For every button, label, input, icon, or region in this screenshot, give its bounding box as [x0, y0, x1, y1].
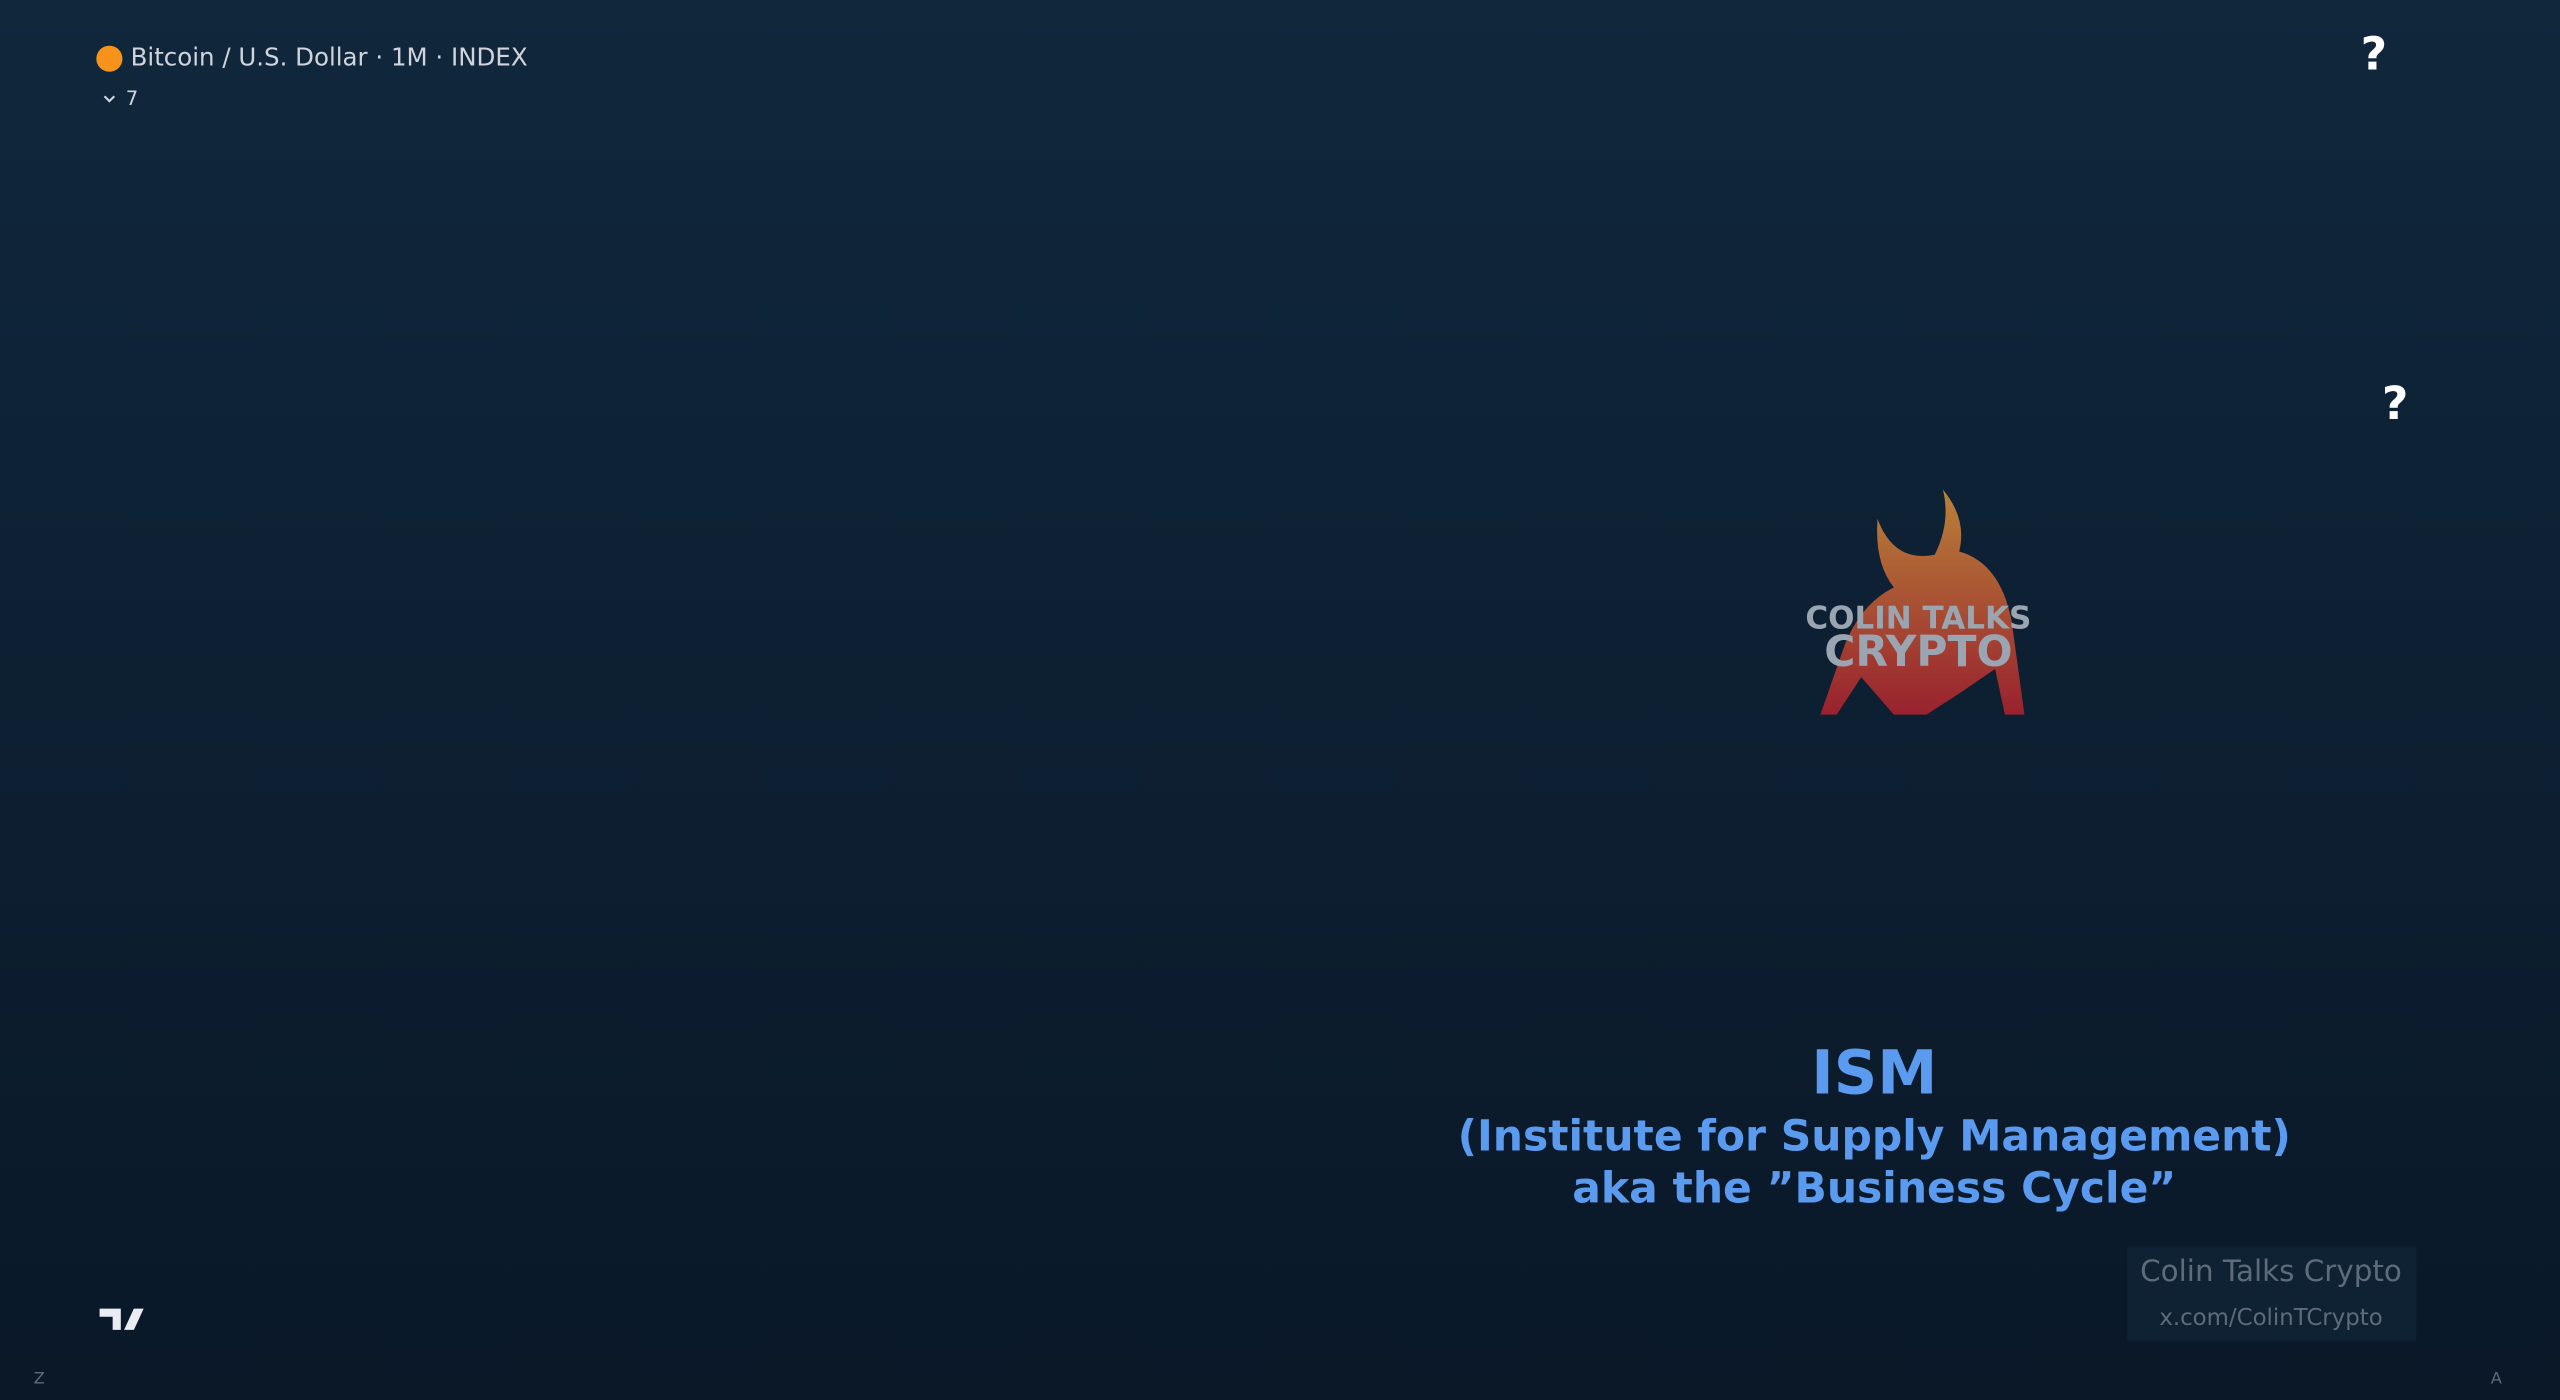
- watermark-logo: COLIN TALKS CRYPTO: [1805, 489, 2031, 715]
- question-mark: ?: [2382, 377, 2409, 430]
- btc-icon: [96, 45, 123, 72]
- logo-text: COLIN TALKS: [1805, 601, 2031, 637]
- watermark-box: [2127, 1246, 2417, 1342]
- tv-logo: [99, 1308, 144, 1330]
- watermark-name: Colin Talks Crypto: [2140, 1254, 2402, 1288]
- logo-text: CRYPTO: [1824, 628, 2012, 677]
- ism-title: ISM: [1811, 1039, 1937, 1109]
- question-mark: ?: [2361, 28, 2388, 81]
- watermark-handle: x.com/ColinTCrypto: [2159, 1305, 2382, 1331]
- ism-subtitle: (Institute for Supply Management): [1458, 1112, 2291, 1161]
- symbol-title: Bitcoin / U.S. Dollar · 1M · INDEX: [131, 43, 528, 72]
- corner-button[interactable]: A: [2491, 1368, 2503, 1387]
- indicator-count[interactable]: 7: [126, 87, 138, 110]
- corner-button[interactable]: Z: [34, 1368, 45, 1387]
- ism-note: aka the ”Business Cycle”: [1572, 1165, 2176, 1214]
- bull-icon: [1820, 489, 2025, 715]
- chevron[interactable]: [103, 95, 116, 103]
